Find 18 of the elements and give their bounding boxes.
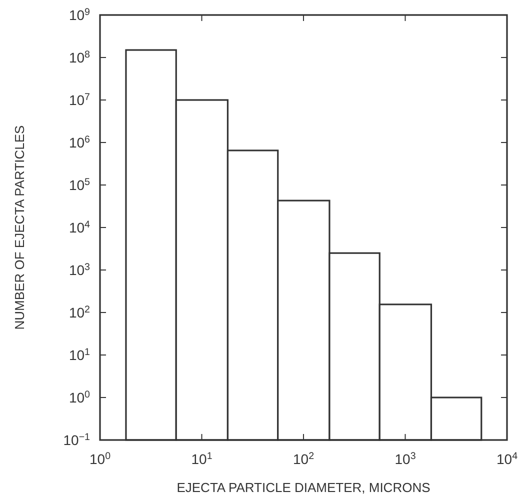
x-tick-label: 10$^{3}$ <box>394 450 416 467</box>
y-tick-label: 10$^{4}$ <box>68 219 91 236</box>
x-tick-label: 10$^{4}$ <box>496 450 518 467</box>
y-tick-label: 10$^{2}$ <box>68 304 90 320</box>
x-tick-label: 10$^{0}$ <box>89 450 112 467</box>
y-tick-label: 10$^{6}$ <box>68 134 91 150</box>
y-tick-label: 10$^{3}$ <box>68 262 91 278</box>
x-tick-label: 10$^{2}$ <box>292 450 314 467</box>
x-tick-label: 10$^{1}$ <box>191 450 212 467</box>
y-tick-label: 10$^{−1}$ <box>63 432 90 448</box>
y-tick-label: 10$^{1}$ <box>68 346 90 363</box>
y-tick-label: 10$^{5}$ <box>68 176 91 193</box>
x-axis-title: EJECTA PARTICLE DIAMETER, MICRONS <box>176 480 431 495</box>
y-tick-label: 10$^{9}$ <box>68 6 90 23</box>
y-tick-label: 10$^{0}$ <box>68 389 91 406</box>
y-tick-label: 10$^{7}$ <box>68 92 90 108</box>
y-axis-title: NUMBER OF EJECTA PARTICLES <box>12 124 27 330</box>
y-tick-label: 10$^{8}$ <box>68 49 91 66</box>
